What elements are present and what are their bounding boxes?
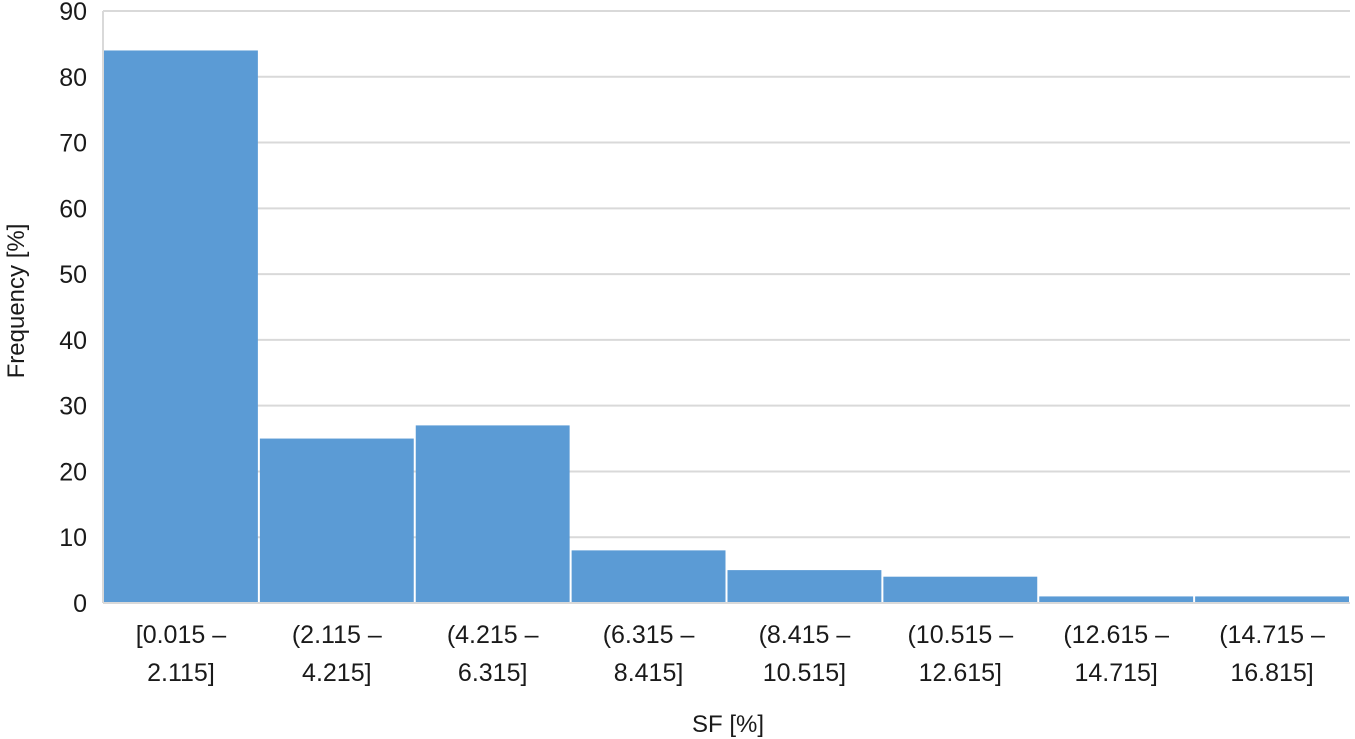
x-tick-label: 14.715] (1074, 659, 1157, 687)
x-tick-label: (14.715 – (1219, 621, 1325, 649)
bar (1039, 596, 1194, 603)
bar (727, 570, 882, 603)
x-tick-label: 4.215] (302, 659, 372, 687)
y-tick-label: 70 (59, 130, 87, 158)
x-tick-label: 6.315] (458, 659, 528, 687)
y-tick-label: 20 (59, 458, 87, 486)
y-tick-labels: 0 10 20 30 40 50 60 70 80 90 (59, 0, 87, 618)
x-tick-label: (10.515 – (907, 621, 1013, 649)
y-tick-label: 0 (73, 590, 87, 618)
y-tick-label: 90 (59, 0, 87, 26)
x-tick-label: (12.615 – (1063, 621, 1169, 649)
y-tick-label: 10 (59, 524, 87, 552)
y-tick-label: 50 (59, 261, 87, 289)
bars (104, 50, 1349, 603)
x-tick-label: (8.415 – (759, 621, 851, 649)
bar (1195, 596, 1349, 603)
bar (883, 576, 1038, 603)
y-axis-title: Frequency [%] (3, 224, 30, 379)
y-tick-label: 40 (59, 327, 87, 355)
bar (104, 50, 258, 603)
x-tick-labels: [0.015 – 2.115] (2.115 – 4.215] (4.215 – 6.31… (136, 621, 1325, 687)
x-tick-label: (4.215 – (447, 621, 539, 649)
y-tick-label: 80 (59, 64, 87, 92)
x-tick-label: (6.315 – (603, 621, 695, 649)
x-tick-label: [0.015 – (136, 621, 226, 649)
bar (415, 425, 570, 603)
y-tick-label: 60 (59, 195, 87, 223)
axes (102, 11, 1350, 604)
x-tick-label: 12.615] (919, 659, 1002, 687)
x-tick-label: 8.415] (614, 659, 684, 687)
x-tick-label: 10.515] (763, 659, 846, 687)
x-axis-title: SF [%] (692, 711, 764, 738)
x-tick-label: 16.815] (1230, 659, 1313, 687)
x-tick-label: (2.115 – (292, 621, 382, 649)
bar (259, 438, 414, 603)
y-tick-label: 30 (59, 393, 87, 421)
x-tick-label: 2.115] (147, 659, 215, 687)
bar (571, 550, 726, 603)
